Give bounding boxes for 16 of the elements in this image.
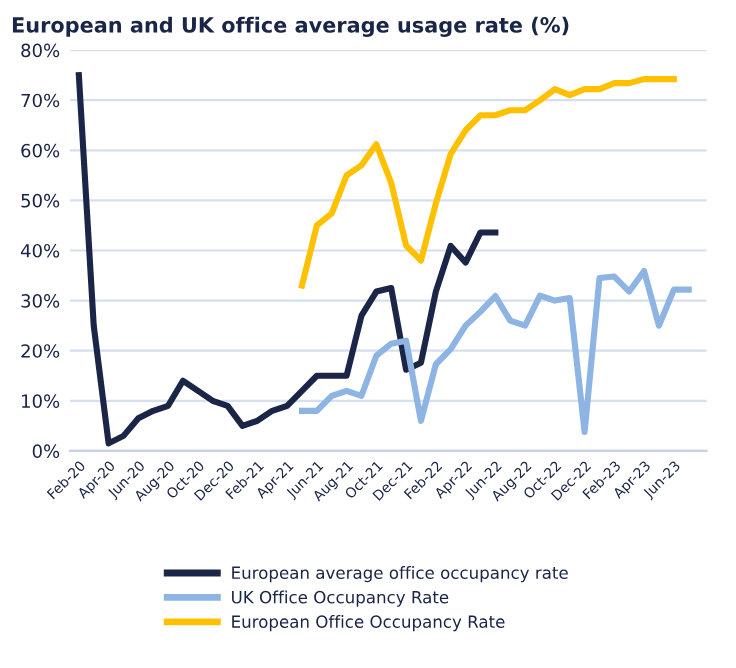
y-tick-label: 10% [22,394,60,408]
y-tick-label: 70% [21,93,60,108]
line-series [298,267,692,435]
legend-label: European Office Occupancy Rate [232,615,505,632]
y-tick-label: 80% [21,43,60,58]
y-tick-label: 0% [32,444,60,459]
line-series [298,76,677,289]
y-tick-label: 40% [20,243,60,258]
legend-label: European average office occupancy rate [232,566,568,583]
y-tick-label: 60% [21,143,60,158]
legend-label: UK Office Occupancy Rate [232,590,449,607]
y-tick-label: 50% [21,193,60,208]
line-series [75,72,499,447]
y-tick-label: 30% [21,294,60,308]
chart-title: European and UK office average usage rate (%) [12,16,569,38]
y-tick-label: 20% [21,344,60,358]
